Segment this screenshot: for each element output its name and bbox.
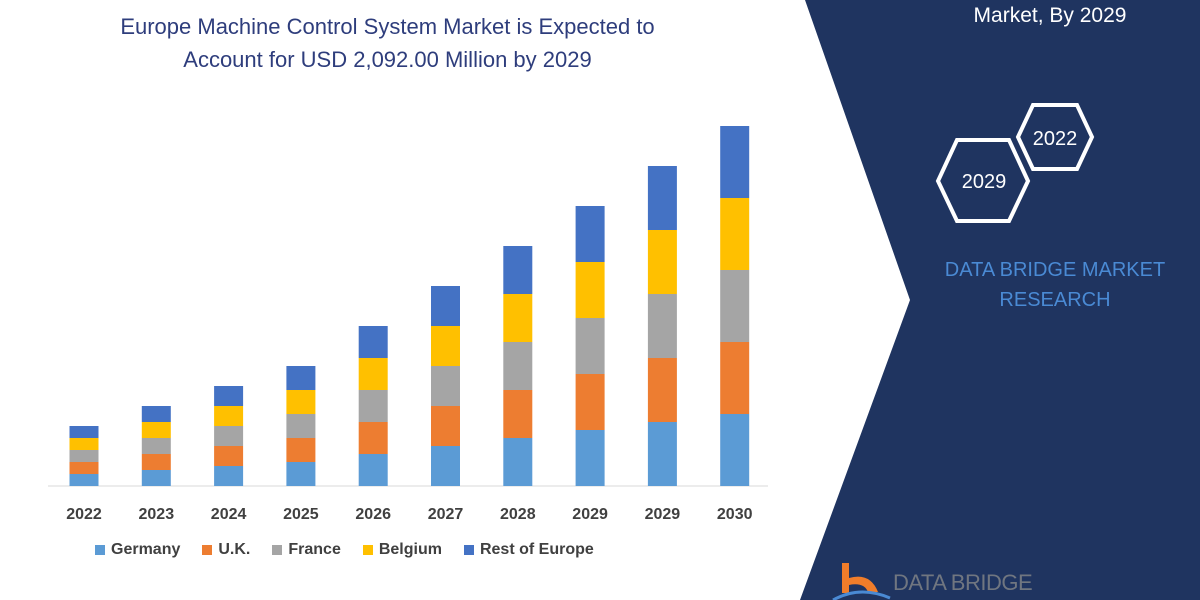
bar-segment-france-2030 [720, 270, 750, 342]
legend-swatch [362, 545, 373, 555]
bar-segment-belgium-2030 [720, 198, 750, 270]
bar-segment-u-k--2024 [214, 446, 244, 466]
bar-segment-belgium-2028 [503, 294, 533, 342]
logo-icon [832, 563, 891, 600]
x-tick-label: 2026 [355, 506, 391, 523]
bar-segment-france-2024 [214, 426, 244, 446]
bar-segment-germany-2028 [503, 438, 533, 486]
bar-segment-rest-of-europe-2025 [286, 366, 316, 390]
bar-segment-u-k--2027 [431, 406, 460, 446]
bar-segment-u-k--2023 [141, 454, 171, 470]
chart-title-line1: Europe Machine Control System Market is … [120, 14, 655, 39]
bar-segment-france-2023 [141, 438, 171, 454]
x-tick-label: 2028 [500, 506, 536, 523]
legend-swatch [202, 545, 213, 555]
x-ticks: 2022 2023 2024 2025 2026 2027 2028 2029 2029 2030 [66, 506, 752, 523]
x-tick-label: 2025 [283, 506, 319, 523]
bar-segment-germany-2027 [431, 446, 460, 486]
bar-segment-belgium-2026 [358, 358, 388, 390]
bar-segment-france-2022 [69, 450, 99, 462]
bar-segment-belgium-2029 [575, 262, 605, 318]
bar-segment-rest-of-europe-2023 [141, 406, 171, 422]
legend-item-france: France [272, 541, 341, 559]
bar-segment-germany-2022 [69, 474, 99, 486]
bar-segment-france-2027 [431, 366, 460, 406]
bar-segment-belgium-2023 [141, 422, 171, 438]
x-tick-label: 2022 [66, 506, 102, 523]
legend-label: U.K. [218, 541, 251, 558]
bar-segment-germany-2029 [575, 430, 605, 486]
legend-swatch [272, 545, 283, 555]
brand-line1: DATA BRIDGE MARKET [944, 259, 1166, 281]
chart-title-line2: Account for USD 2,092.00 Million by 2029 [183, 47, 592, 72]
bar-segment-germany-2025 [286, 462, 316, 486]
legend-swatch [95, 545, 105, 555]
panel-title: Market, By 2029 [973, 4, 1127, 27]
bar-segment-belgium-2029 [647, 230, 677, 294]
hex-year-2022: 2022 [1033, 128, 1078, 150]
legend-item-rest-of-europe: Rest of Europe [463, 541, 594, 559]
bar-segment-rest-of-europe-2029 [647, 166, 677, 230]
hexagon-2029 [935, 138, 1031, 223]
hexagon-2022 [1015, 103, 1095, 171]
logo-text: DATA BRIDGE [893, 570, 1033, 595]
brand-line2: RESEARCH [999, 289, 1111, 311]
bar-segment-u-k--2026 [358, 422, 388, 454]
bar-segment-rest-of-europe-2022 [69, 426, 99, 438]
bar-segment-germany-2030 [720, 414, 750, 486]
x-tick-label: 2030 [717, 506, 753, 523]
legend-swatch [463, 545, 474, 555]
bar-segment-germany-2026 [358, 454, 388, 486]
bar-segment-belgium-2022 [69, 438, 99, 450]
bar-segment-france-2026 [358, 390, 388, 422]
bar-segment-rest-of-europe-2027 [431, 286, 460, 326]
legend-label: France [288, 541, 341, 558]
legend-item-uk: U.K. [202, 541, 250, 559]
bars-group [69, 126, 750, 486]
bar-segment-rest-of-europe-2028 [503, 246, 533, 294]
bar-segment-u-k--2025 [286, 438, 316, 462]
legend-label: Belgium [378, 541, 442, 558]
chart-title: Europe Machine Control System Market is … [40, 10, 735, 76]
bar-segment-u-k--2022 [69, 462, 99, 474]
legend-item-germany: Germany [95, 541, 180, 559]
navy-panel [800, 0, 1200, 600]
bar-segment-rest-of-europe-2029 [575, 206, 605, 262]
x-tick-label: 2023 [139, 506, 175, 523]
bar-segment-rest-of-europe-2024 [214, 386, 244, 406]
bar-segment-belgium-2025 [286, 390, 316, 414]
bar-segment-u-k--2028 [503, 390, 533, 438]
x-tick-label: 2024 [211, 506, 247, 523]
bar-segment-france-2029 [575, 318, 605, 374]
legend-label: Rest of Europe [479, 541, 594, 558]
bar-segment-rest-of-europe-2026 [358, 326, 388, 358]
x-tick-label: 2029 [645, 506, 681, 523]
x-tick-label: 2029 [572, 506, 608, 523]
bar-segment-u-k--2029 [575, 374, 605, 430]
bar-segment-u-k--2030 [720, 342, 750, 414]
bar-segment-germany-2023 [141, 470, 171, 486]
x-tick-label: 2027 [428, 506, 464, 523]
bar-segment-france-2025 [286, 414, 316, 438]
bar-segment-germany-2024 [214, 466, 244, 486]
bar-segment-france-2028 [503, 342, 533, 390]
legend: Germany U.K. France Belgium Rest of Euro… [95, 541, 616, 559]
legend-item-belgium: Belgium [362, 541, 442, 559]
legend-label: Germany [111, 541, 181, 558]
bar-segment-belgium-2027 [431, 326, 460, 366]
hex-year-2029: 2029 [962, 171, 1007, 193]
brand-text: DATA BRIDGE MARKET RESEARCH [920, 255, 1190, 315]
bar-segment-u-k--2029 [647, 358, 677, 422]
bar-segment-belgium-2024 [214, 406, 244, 426]
bar-segment-rest-of-europe-2030 [720, 126, 750, 198]
bar-segment-germany-2029 [647, 422, 677, 486]
bar-segment-france-2029 [647, 294, 677, 358]
